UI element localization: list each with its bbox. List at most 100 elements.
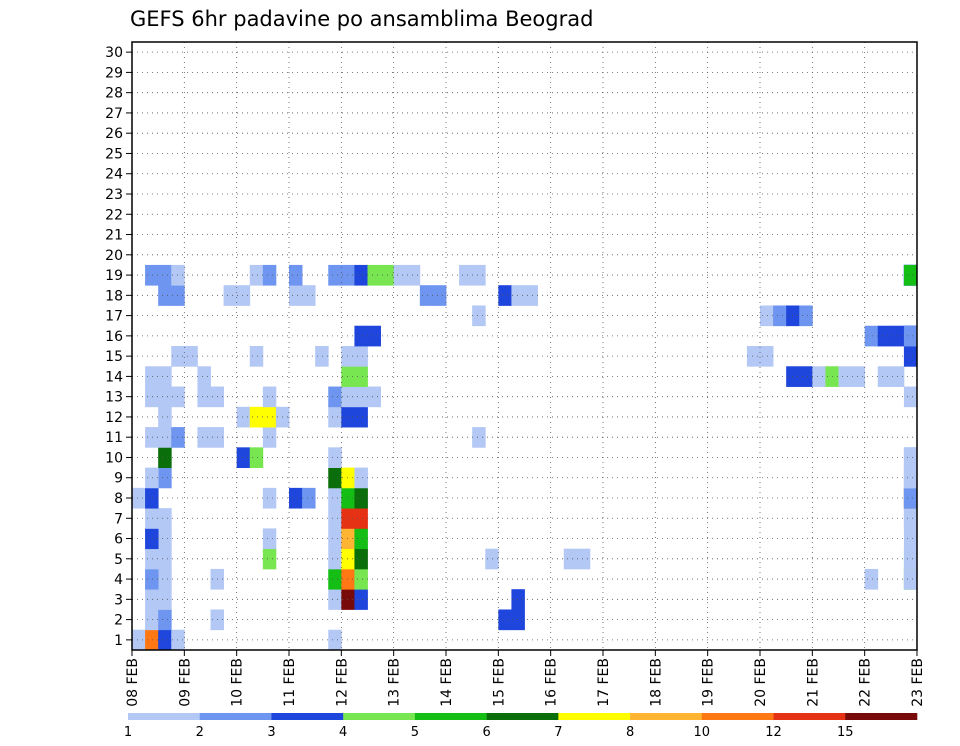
heatmap-cell [145, 264, 159, 286]
heatmap-cell [393, 264, 408, 286]
x-tick-label: 15 FEB [491, 658, 507, 707]
heatmap-cell [354, 325, 368, 347]
y-tick-label: 23 [105, 187, 123, 203]
heatmap-cell [341, 366, 355, 387]
y-tick-label: 11 [105, 430, 123, 446]
heatmap-cell [419, 285, 434, 306]
y-tick-label: 7 [114, 511, 123, 527]
y-tick-label: 19 [105, 268, 123, 284]
heatmap-cell [249, 447, 264, 468]
heatmap-cell [158, 609, 172, 631]
heatmap-cell [341, 508, 355, 529]
colorbar-label: 5 [411, 725, 419, 740]
heatmap-cell [158, 406, 172, 428]
colorbar-swatch [845, 713, 918, 720]
colorbar-swatch [271, 713, 344, 720]
colorbar-label: 1 [124, 725, 132, 740]
heatmap-cell [328, 508, 342, 529]
y-tick-label: 17 [105, 309, 123, 325]
heatmap-cell [145, 508, 159, 529]
heatmap-cell [328, 487, 342, 509]
colorbar-swatch [701, 713, 774, 720]
heatmap-cell [341, 568, 355, 590]
heatmap-cell [302, 285, 316, 306]
y-tick-label: 30 [105, 45, 123, 61]
heatmap-cell [341, 467, 355, 489]
heatmap-cell [328, 264, 342, 286]
heatmap-cell [328, 386, 342, 408]
y-tick-label: 8 [114, 491, 123, 507]
y-tick-label: 21 [105, 228, 123, 244]
heatmap-cell [354, 508, 368, 529]
heatmap-cell [145, 467, 159, 489]
heatmap-cell [197, 386, 211, 408]
y-tick-label: 24 [105, 167, 123, 183]
heatmap-cell [341, 386, 355, 408]
colorbar-swatch [414, 713, 487, 720]
heatmap-cell [289, 487, 303, 509]
heatmap-cell [459, 264, 473, 286]
heatmap-cell [354, 386, 368, 408]
heatmap-cell [760, 305, 774, 327]
heatmap-cell [158, 589, 172, 610]
chart-title: GEFS 6hr padavine po ansamblima Beograd [130, 7, 593, 31]
y-tick-label: 26 [105, 126, 123, 142]
heatmap-cell [341, 528, 355, 550]
heatmap-cell [289, 264, 303, 286]
heatmap-cell [864, 568, 879, 590]
heatmap-cell [812, 366, 826, 387]
heatmap-cell [341, 487, 355, 509]
x-tick-label: 23 FEB [910, 658, 926, 707]
heatmap-cell [145, 487, 159, 509]
heatmap-cell [903, 487, 918, 509]
x-tick-label: 17 FEB [596, 658, 612, 707]
heatmap-cell [145, 528, 159, 550]
colorbar-label: 3 [267, 725, 275, 740]
heatmap-cell [498, 285, 512, 306]
x-tick-label: 16 FEB [544, 658, 560, 707]
heatmap-cells [132, 264, 918, 651]
heatmap-cell [236, 447, 251, 468]
heatmap-cell [367, 325, 381, 347]
heatmap-cell [341, 406, 355, 428]
heatmap-cell [145, 366, 159, 387]
heatmap-cell [903, 467, 918, 489]
y-tick-label: 1 [114, 633, 123, 649]
heatmap-cell [903, 548, 918, 570]
heatmap-cell [354, 589, 368, 610]
heatmap-cell [145, 609, 159, 631]
heatmap-cell [472, 305, 486, 327]
heatmap-cell [838, 366, 852, 387]
heatmap-cell [472, 427, 486, 448]
heatmap-cell [432, 285, 447, 306]
heatmap-cell [799, 305, 813, 327]
heatmap-cell [262, 548, 277, 570]
heatmap-cell [236, 285, 251, 306]
heatmap-cell [262, 487, 277, 509]
heatmap-cell [145, 548, 159, 570]
y-tick-label: 14 [105, 369, 123, 385]
heatmap-cell [903, 386, 918, 408]
heatmap-cell [184, 346, 198, 367]
y-tick-label: 18 [105, 288, 123, 304]
heatmap-cell [236, 406, 251, 428]
x-axis: 08 FEB 09 FEB 10 FEB 11 FEB 12 FEB 13 FEB 14 F… [125, 650, 926, 707]
colorbar-label: 15 [837, 725, 854, 740]
heatmap-cell [341, 548, 355, 570]
y-tick-label: 27 [105, 106, 123, 122]
heatmap-cell [328, 548, 342, 570]
y-tick-label: 3 [114, 592, 123, 608]
heatmap-cell [354, 264, 368, 286]
y-axis: 1234567891011121314151617181920212223242… [105, 45, 132, 649]
heatmap-cell [511, 589, 525, 610]
colorbar-swatch [199, 713, 272, 720]
x-tick-label: 20 FEB [753, 658, 769, 707]
heatmap-cell [524, 285, 538, 306]
heatmap-cell [262, 406, 277, 428]
colorbar-label: 6 [482, 725, 490, 740]
heatmap-cell [302, 487, 316, 509]
colorbar-swatch [343, 713, 416, 720]
heatmap-cell [328, 406, 342, 428]
